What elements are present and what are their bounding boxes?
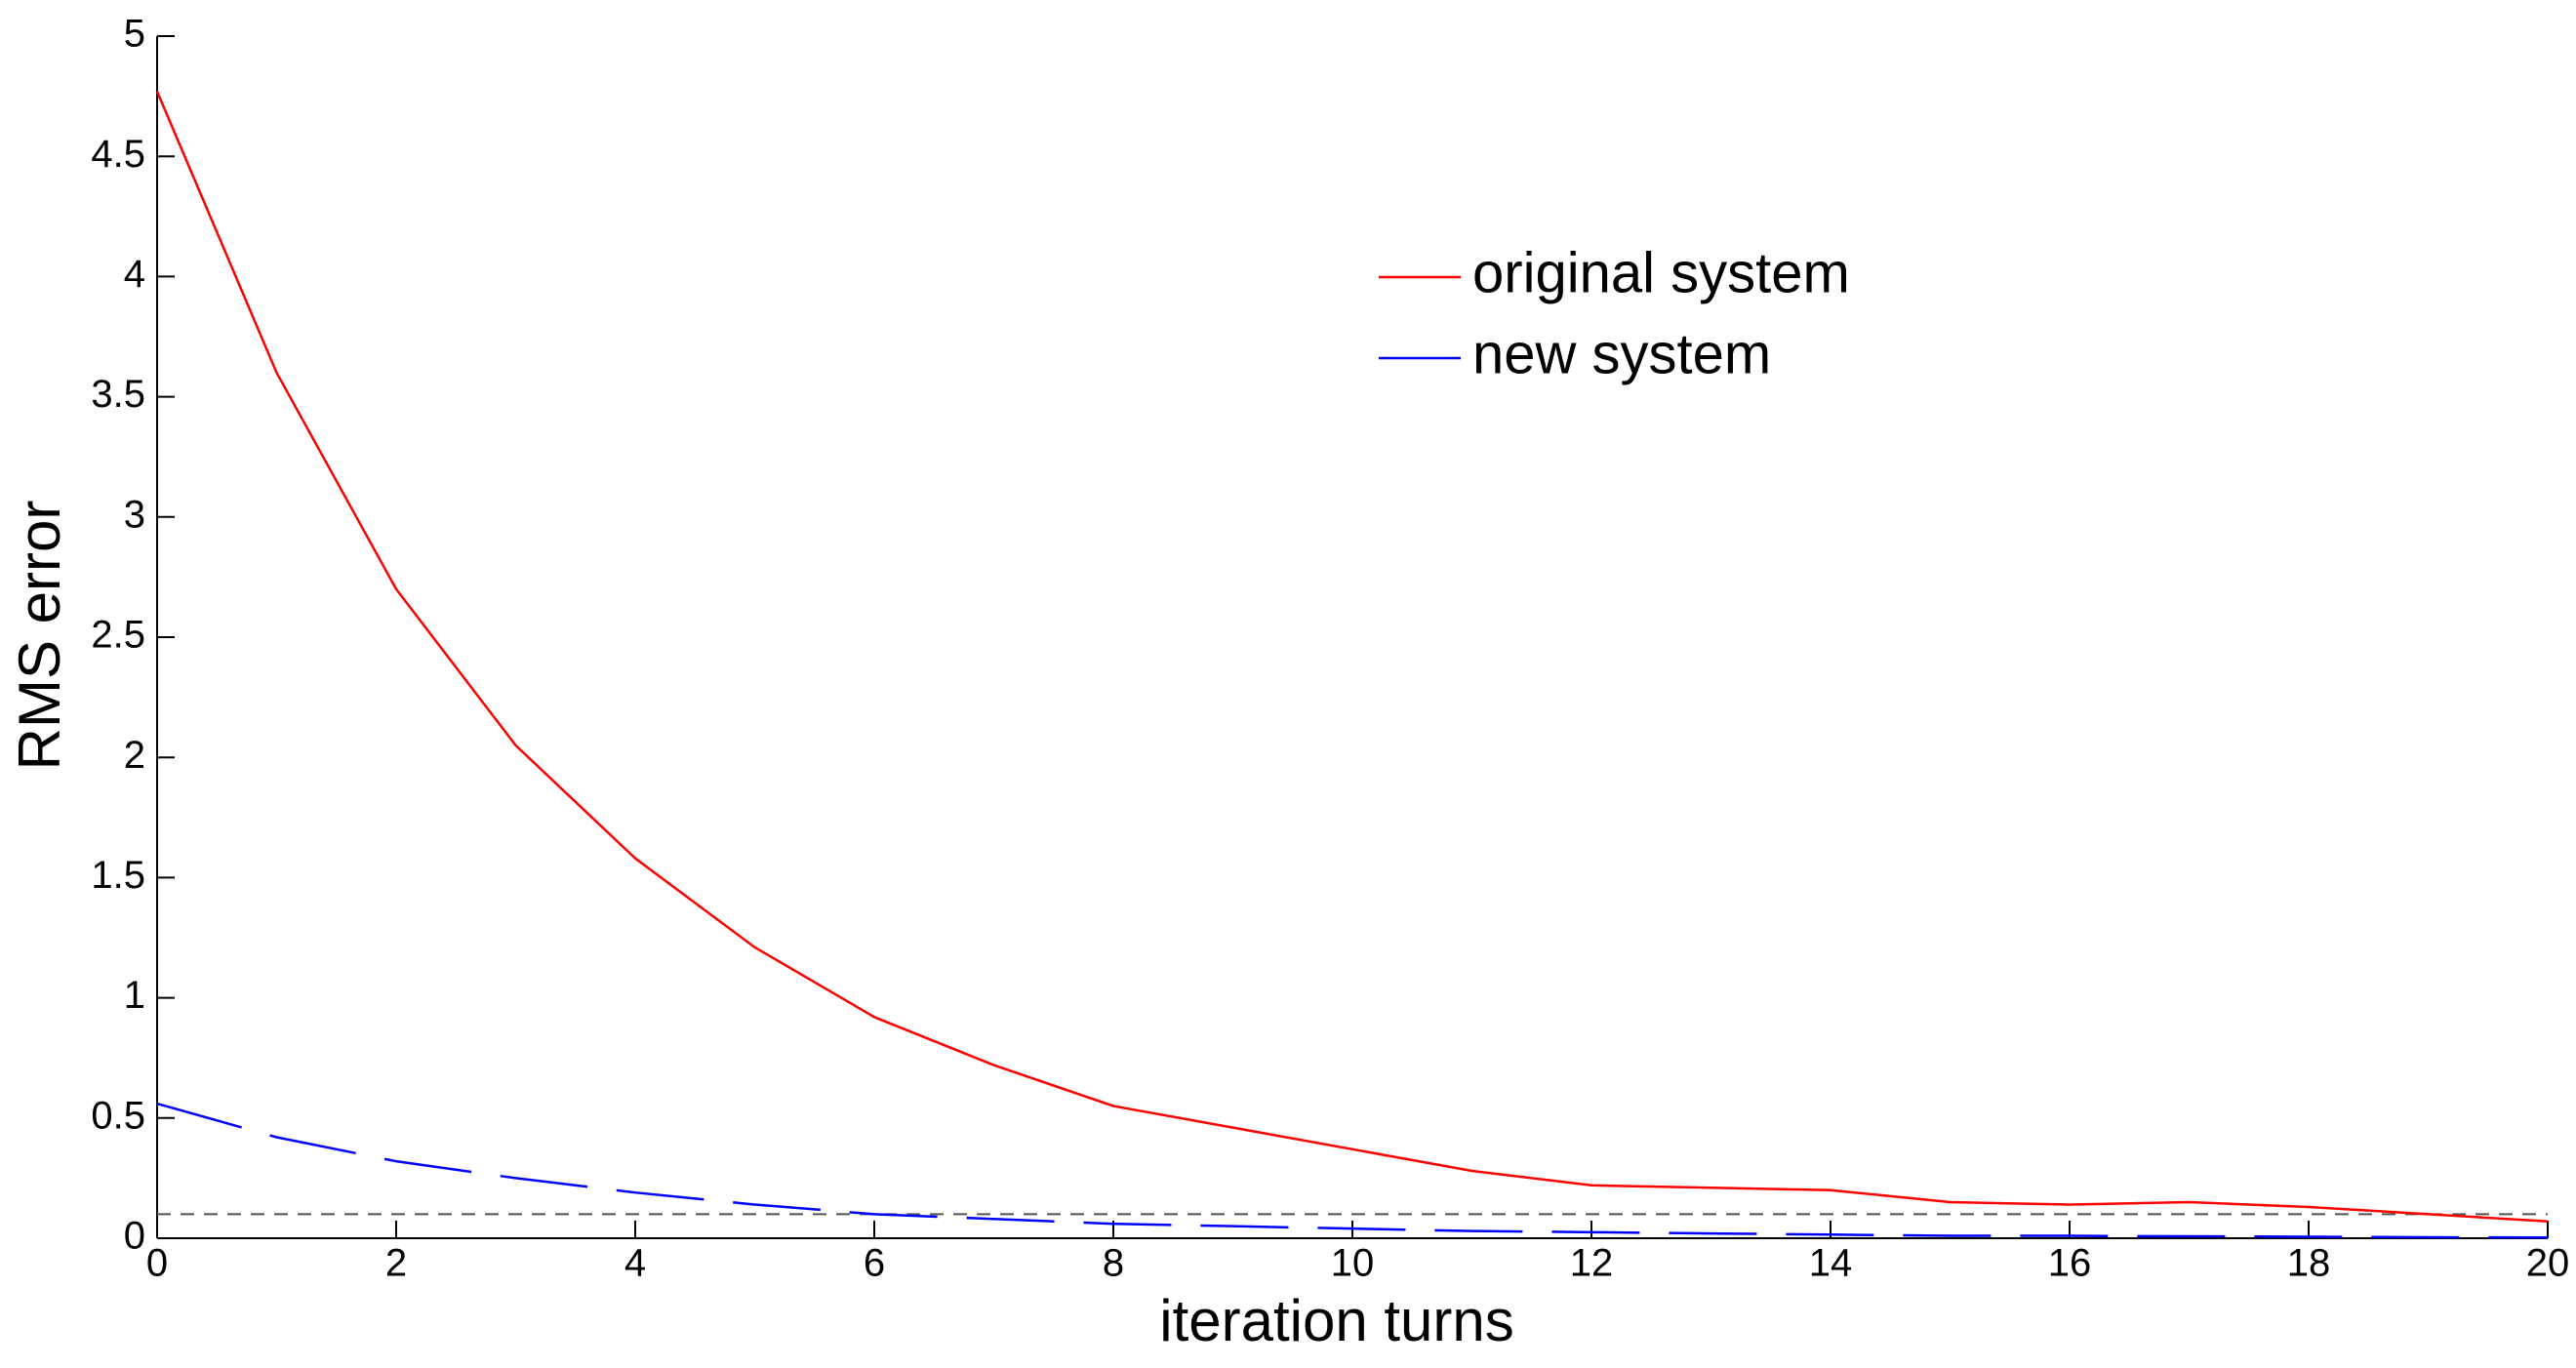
y-tick-label: 1 <box>124 974 145 1017</box>
legend-label: original system <box>1472 241 1850 304</box>
x-tick-label: 20 <box>2526 1242 2570 1285</box>
x-tick-label: 14 <box>1809 1242 1853 1285</box>
legend-label: new system <box>1472 322 1771 385</box>
y-tick-label: 2.5 <box>91 614 145 657</box>
x-tick-label: 18 <box>2287 1242 2331 1285</box>
y-tick-label: 4.5 <box>91 133 145 176</box>
y-tick-label: 0.5 <box>91 1094 145 1137</box>
x-tick-label: 12 <box>1570 1242 1614 1285</box>
x-tick-label: 4 <box>624 1242 646 1285</box>
x-tick-label: 0 <box>146 1242 168 1285</box>
series-line <box>156 1102 2549 1239</box>
y-tick-label: 5 <box>124 13 145 56</box>
y-tick-label: 2 <box>124 734 145 777</box>
x-tick-label: 2 <box>385 1242 407 1285</box>
y-tick-label: 4 <box>124 253 145 296</box>
y-tick-label: 0 <box>124 1215 145 1258</box>
x-tick-label: 6 <box>864 1242 885 1285</box>
y-axis-label: RMS error <box>7 501 72 771</box>
x-tick-label: 8 <box>1103 1242 1124 1285</box>
y-tick-label: 3.5 <box>91 373 145 416</box>
x-tick-label: 16 <box>2048 1242 2092 1285</box>
series-line <box>155 91 2549 1223</box>
x-tick-label: 10 <box>1331 1242 1375 1285</box>
x-axis-label: iteration turns <box>1159 1288 1514 1353</box>
y-tick-label: 1.5 <box>91 854 145 897</box>
y-tick-label: 3 <box>124 493 145 536</box>
